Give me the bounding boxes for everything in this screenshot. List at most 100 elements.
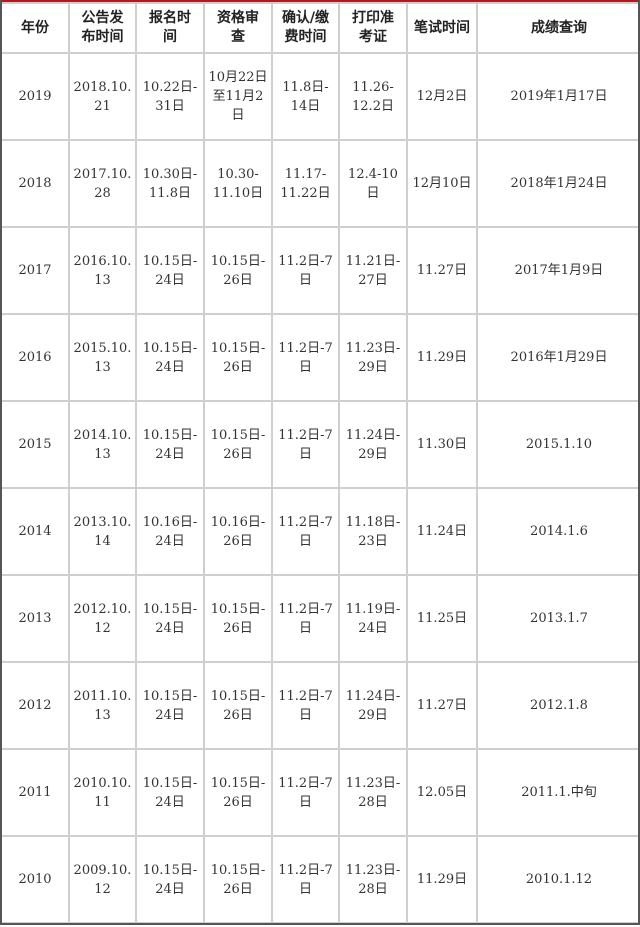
cell-line: 11.29日 <box>416 350 468 365</box>
cell-line: 2015.1.10 <box>525 437 593 452</box>
cell-admission-ticket: 11.21日- 27日 <box>338 226 408 315</box>
cell-announce-date: 2013.10. 14 <box>68 487 137 576</box>
cell-announce-date: 2010.10. 11 <box>68 748 137 837</box>
cell-line: 11.2日-7 <box>278 427 333 443</box>
cell-line: 11.8日- <box>282 79 329 95</box>
cell-line: 2019 <box>18 89 52 104</box>
cell-line: 2018.10. <box>73 79 132 95</box>
header-row: 年份 公告发 布时间 报名时间资格审查确认/缴 费时间 打印准 考证 笔试时间 成绩查询 <box>0 2 640 54</box>
cell-line: 打印准 <box>352 10 394 26</box>
cell-line: 24日 <box>155 620 185 636</box>
cell-line: 日 <box>231 108 245 123</box>
cell-line: 11.24日- <box>345 427 401 443</box>
cell-line: 21 <box>94 98 111 114</box>
header-admission-ticket: 打印准 考证 <box>338 2 408 54</box>
cell-line: 报名时 <box>149 10 191 26</box>
cell-line: 2016年1月29日 <box>510 350 608 365</box>
cell-announce-date: 2018.10. 21 <box>68 52 137 141</box>
cell-line: 12月2日 <box>416 89 468 104</box>
cell-line: 10.30- <box>217 166 259 182</box>
table-row: 2018 2017.10. 28 10.30日- 11.8日 10.30- 11.10日 11… <box>0 139 640 228</box>
cell-line: 10.15日- <box>142 427 198 443</box>
cell-exam-date: 11.24日 <box>406 487 478 576</box>
cell-exam-date: 12月10日 <box>406 139 478 228</box>
cell-line: 2011.1.中旬 <box>521 785 597 800</box>
header-announce-date: 公告发 布时间 <box>68 2 137 54</box>
cell-announce-date: 2011.10. 13 <box>68 661 137 750</box>
cell-year: 2012 <box>0 661 70 750</box>
cell-line: 10.15日- <box>210 601 266 617</box>
cell-registration: 10.15日- 24日 <box>135 748 205 837</box>
cell-line: 考证 <box>359 29 387 45</box>
cell-line: 至11月2 <box>212 89 264 104</box>
cell-line: 12.2日 <box>352 98 394 114</box>
cell-registration: 10.15日- 24日 <box>135 226 205 315</box>
cell-line: 14 <box>94 533 111 549</box>
cell-confirm-payment: 11.2日-7 日 <box>271 748 340 837</box>
cell-line: 11.2日-7 <box>278 688 333 704</box>
cell-confirm-payment: 11.2日-7 日 <box>271 226 340 315</box>
cell-year: 2017 <box>0 226 70 315</box>
cell-line: 日 <box>298 359 312 375</box>
cell-line: 2013 <box>18 611 52 626</box>
cell-line: 26日 <box>223 272 253 288</box>
cell-line: 2019年1月17日 <box>510 89 608 104</box>
table-row: 2010 2009.10. 12 10.15日- 24日 10.15日- 26日 11.2日-… <box>0 835 640 924</box>
cell-line: 10.15日- <box>142 862 198 878</box>
cell-line: 11.2日-7 <box>278 514 333 530</box>
cell-line: 11.23日- <box>345 775 401 791</box>
cell-line: 11.24日 <box>416 524 468 539</box>
cell-year: 2014 <box>0 487 70 576</box>
cell-announce-date: 2016.10. 13 <box>68 226 137 315</box>
cell-line: 24日 <box>155 272 185 288</box>
cell-qualification-review: 10.15日- 26日 <box>203 313 273 402</box>
cell-line: 10.15日- <box>210 688 266 704</box>
cell-year: 2015 <box>0 400 70 489</box>
cell-year: 2013 <box>0 574 70 663</box>
cell-registration: 10.15日- 24日 <box>135 400 205 489</box>
cell-line: 2018 <box>18 176 52 191</box>
cell-announce-date: 2015.10. 13 <box>68 313 137 402</box>
cell-exam-date: 11.30日 <box>406 400 478 489</box>
cell-registration: 10.15日- 24日 <box>135 313 205 402</box>
cell-admission-ticket: 11.19日- 24日 <box>338 574 408 663</box>
cell-confirm-payment: 11.8日- 14日 <box>271 52 340 141</box>
cell-exam-date: 12月2日 <box>406 52 478 141</box>
cell-line: 13 <box>94 707 111 723</box>
cell-qualification-review: 10.15日- 26日 <box>203 661 273 750</box>
cell-line: 26日 <box>223 533 253 549</box>
cell-line: 11.22日 <box>280 185 331 201</box>
cell-line: 11.17- <box>284 166 327 182</box>
cell-line: 2013.1.7 <box>530 611 588 626</box>
cell-line: 年份 <box>21 19 49 36</box>
cell-exam-date: 11.27日 <box>406 226 478 315</box>
cell-registration: 10.15日- 24日 <box>135 661 205 750</box>
table-row: 2014 2013.10. 14 10.16日- 24日 10.16日- 26日 11.2日-… <box>0 487 640 576</box>
cell-line: 日 <box>298 272 312 288</box>
cell-line: 10.15日- <box>142 253 198 269</box>
table-row: 2013 2012.10. 12 10.15日- 24日 10.15日- 26日 11.2日-… <box>0 574 640 663</box>
cell-line: 12 <box>94 881 111 897</box>
cell-line: 12.4-10 <box>348 166 398 182</box>
cell-announce-date: 2014.10. 13 <box>68 400 137 489</box>
cell-qualification-review: 10.15日- 26日 <box>203 226 273 315</box>
cell-line: 11 <box>94 794 111 810</box>
header-confirm-payment: 确认/缴 费时间 <box>271 2 340 54</box>
cell-line: 12月10日 <box>412 176 472 191</box>
cell-exam-date: 11.27日 <box>406 661 478 750</box>
cell-line: 11.30日 <box>416 437 468 452</box>
cell-line: 11.25日 <box>416 611 468 626</box>
cell-line: 24日 <box>155 446 185 462</box>
cell-line: 11.21日- <box>345 253 401 269</box>
cell-exam-date: 12.05日 <box>406 748 478 837</box>
table-row: 2019 2018.10. 21 10.22日- 31日 10月22日 至11月2 日 11.8… <box>0 52 640 141</box>
cell-line: 2016 <box>18 350 52 365</box>
cell-line: 11.2日-7 <box>278 775 333 791</box>
cell-line: 24日 <box>358 620 388 636</box>
cell-admission-ticket: 11.18日- 23日 <box>338 487 408 576</box>
cell-score-query: 2016年1月29日 <box>476 313 640 402</box>
cell-year: 2019 <box>0 52 70 141</box>
cell-line: 10.22日- <box>142 79 198 95</box>
cell-registration: 10.15日- 24日 <box>135 574 205 663</box>
